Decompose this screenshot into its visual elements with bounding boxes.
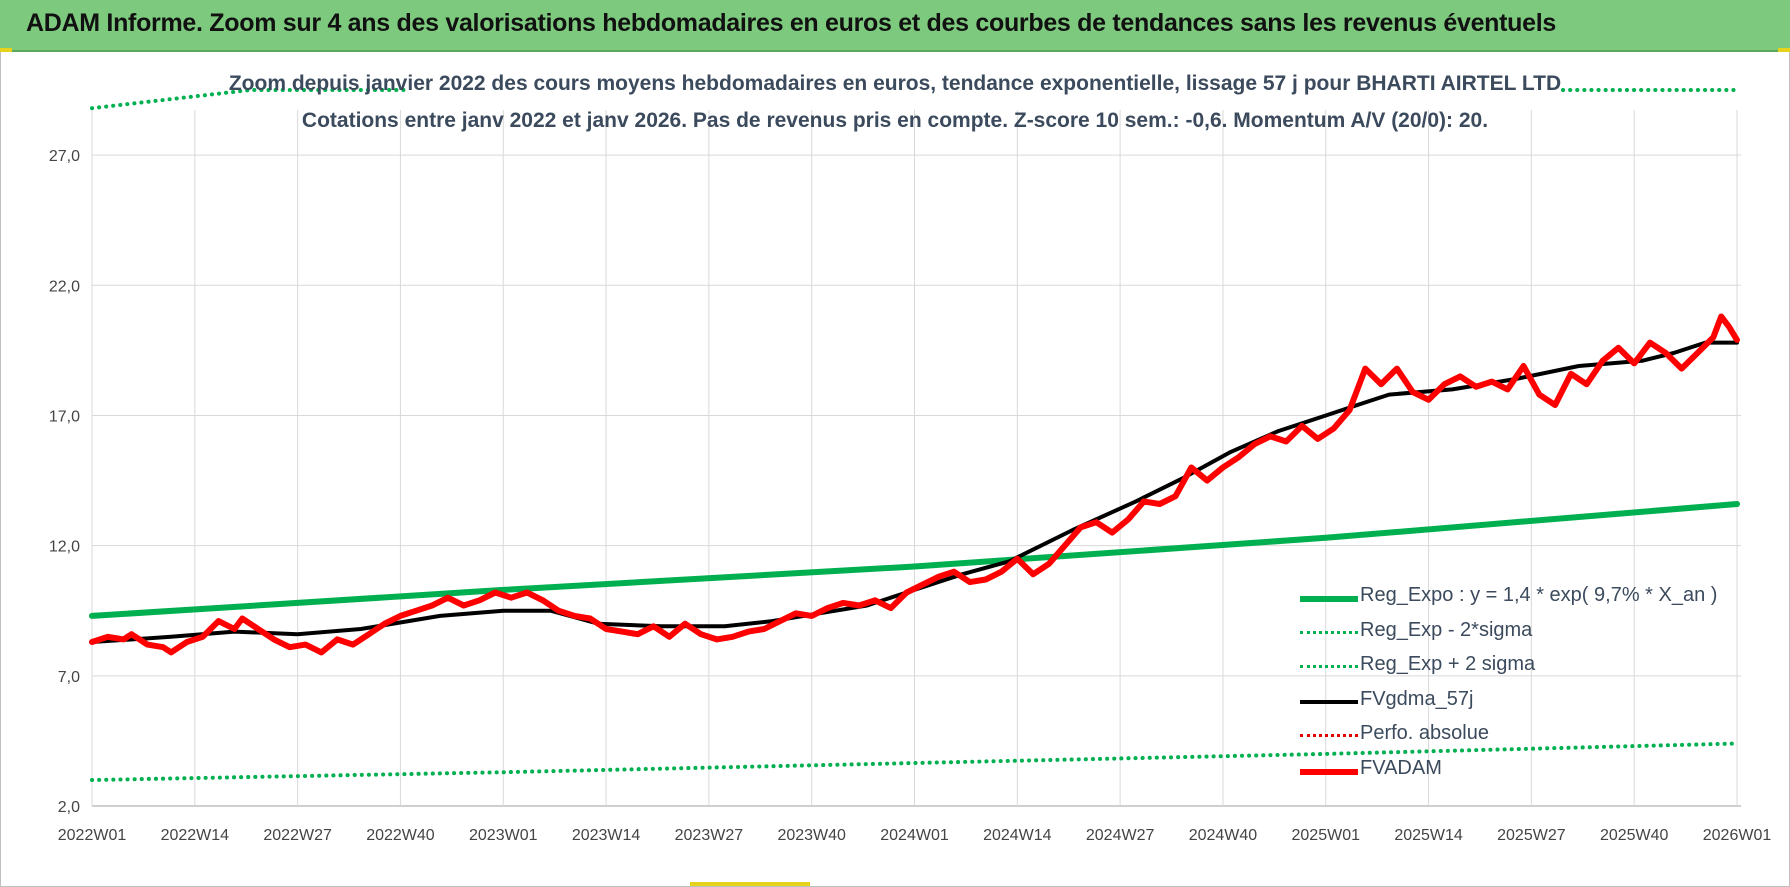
- y-tick-label: 17,0: [49, 408, 80, 425]
- x-tick-label: 2023W40: [777, 827, 846, 844]
- x-tick-label: 2023W27: [675, 827, 744, 844]
- x-tick-label: 2023W14: [572, 827, 641, 844]
- chart-subtitle: Cotations entre janv 2022 et janv 2026. …: [301, 109, 1489, 132]
- x-tick-label: 2026W01: [1703, 827, 1772, 844]
- legend-entry-perfo: Perfo. absolue: [1300, 718, 1720, 753]
- series-reg-exp-minus: [90, 741, 1739, 782]
- x-tick-label: 2025W14: [1394, 827, 1463, 844]
- legend-swatch-reg-expo: [1300, 596, 1358, 602]
- legend-entry-fvgdma: FVgdma_57j: [1300, 684, 1720, 719]
- legend-entry-reg-expo: Reg_Expo : y = 1,4 * exp( 9,7% * X_an ): [1300, 580, 1720, 615]
- legend-swatch-reg-exp-minus: [1300, 630, 1358, 634]
- accent-bar-left: [0, 48, 12, 52]
- legend-label-fvgdma: FVgdma_57j: [1360, 687, 1474, 710]
- y-tick-label: 22,0: [49, 278, 80, 295]
- y-tick-label: 27,0: [49, 148, 80, 165]
- x-tick-label: 2022W40: [366, 827, 435, 844]
- x-tick-label: 2025W40: [1600, 827, 1669, 844]
- chart-title: Zoom depuis janvier 2022 des cours moyen…: [228, 72, 1562, 95]
- x-tick-label: 2022W01: [58, 827, 127, 844]
- series-fvadam: [89, 313, 1740, 656]
- series-reg-expo: [89, 501, 1740, 619]
- legend-label-reg-exp-plus: Reg_Exp + 2 sigma: [1360, 653, 1536, 675]
- x-tick-label: 2023W01: [469, 827, 538, 844]
- series-reg-exp-plus: [90, 88, 411, 111]
- x-tick-label: 2025W01: [1292, 827, 1361, 844]
- legend-entry-reg-exp-minus: Reg_Exp - 2*sigma: [1300, 615, 1720, 650]
- x-tick-label: 2022W27: [263, 827, 332, 844]
- legend-swatch-reg-exp-plus: [1300, 665, 1358, 668]
- legend-label-reg-expo: Reg_Expo : y = 1,4 * exp( 9,7% * X_an ): [1360, 584, 1718, 606]
- y-tick-label: 12,0: [49, 539, 80, 556]
- accent-bar-right: [1778, 48, 1790, 52]
- x-tick-label: 2025W27: [1497, 827, 1566, 844]
- legend-entry-reg-exp-plus: Reg_Exp + 2 sigma: [1300, 649, 1720, 684]
- legend-label-fvadam: FVADAM: [1360, 756, 1442, 779]
- x-tick-label: 2022W14: [161, 827, 230, 844]
- y-tick-label: 2,0: [58, 799, 80, 816]
- legend-swatch-fvgdma: [1300, 699, 1358, 704]
- legend-label-perfo: Perfo. absolue: [1360, 722, 1489, 744]
- legend-entry-fvadam: FVADAM: [1300, 753, 1720, 788]
- legend-swatch-perfo: [1300, 734, 1358, 737]
- x-tick-label: 2024W14: [983, 827, 1052, 844]
- y-tick-label: 7,0: [58, 669, 80, 686]
- chart-series-layer: [89, 88, 1740, 782]
- x-axis-ticks: 2022W01 2022W14 2022W27 2022W40 2023W01 2023W…: [58, 827, 1772, 844]
- accent-bar-bottom: [690, 882, 810, 886]
- x-tick-label: 2024W01: [880, 827, 949, 844]
- legend-label-reg-exp-minus: Reg_Exp - 2*sigma: [1360, 618, 1533, 641]
- chart-legend: Reg_Expo : y = 1,4 * exp( 9,7% * X_an ) …: [1300, 580, 1720, 787]
- y-axis-ticks: 2,0 7,0 12,0 17,0 22,0 27,0: [49, 148, 80, 816]
- report-banner-title: ADAM Informe. Zoom sur 4 ans des valoris…: [26, 9, 1556, 37]
- report-banner: ADAM Informe. Zoom sur 4 ans des valoris…: [0, 0, 1790, 52]
- legend-swatch-fvadam: [1300, 768, 1358, 775]
- chart-grid: [91, 110, 1741, 807]
- x-tick-label: 2024W40: [1189, 827, 1258, 844]
- x-tick-label: 2024W27: [1086, 827, 1155, 844]
- series-fvgdma: [90, 340, 1739, 644]
